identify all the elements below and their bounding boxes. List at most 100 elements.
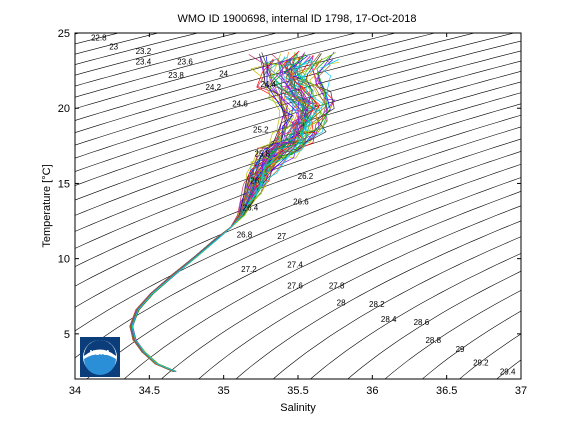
- density-contours: [75, 33, 521, 379]
- density-contour: [160, 191, 521, 379]
- profile-line: [131, 52, 307, 372]
- density-contour: [75, 92, 521, 249]
- density-contour: [75, 33, 160, 55]
- contour-label: 27.8: [329, 282, 345, 291]
- profile-line: [131, 53, 310, 372]
- x-tick-label: 34: [69, 385, 81, 397]
- noaa-logo: NOAA: [80, 337, 120, 377]
- y-axis-ticks: 5 10 15 20 25: [58, 28, 521, 341]
- density-contour: [272, 236, 521, 379]
- contour-label: 23.4: [136, 58, 152, 67]
- profile-line: [130, 61, 290, 372]
- density-contour: [384, 290, 521, 379]
- contour-label: 26.4: [243, 204, 259, 213]
- contour-label: 26.8: [237, 231, 253, 240]
- density-contour: [198, 205, 521, 379]
- profile-line: [130, 59, 296, 372]
- y-tick-label: 25: [58, 28, 70, 40]
- density-contour: [86, 163, 521, 379]
- profile-line: [130, 62, 282, 372]
- contour-label: 23: [109, 43, 118, 52]
- contour-label: 25.8: [255, 149, 271, 158]
- profile-line: [130, 62, 302, 372]
- contour-label: 28.8: [425, 336, 441, 345]
- profile-line: [129, 52, 286, 372]
- y-tick-label: 10: [58, 254, 70, 266]
- profile-line: [130, 62, 292, 372]
- contour-label: 27.4: [287, 261, 303, 270]
- profile-line: [131, 52, 317, 372]
- profile-line: [131, 60, 320, 372]
- svg-text:NOAA: NOAA: [90, 350, 111, 357]
- profile-line: [130, 58, 300, 372]
- y-axis-label: Temperature [°C]: [41, 164, 53, 247]
- profile-line: [131, 62, 311, 372]
- contour-label: 26.2: [298, 172, 314, 181]
- profile-lines: [129, 50, 340, 372]
- density-contour: [75, 138, 521, 332]
- density-contour: [421, 310, 521, 379]
- x-tick-label: 35: [218, 385, 230, 397]
- density-contour: [347, 270, 521, 379]
- x-tick-label: 36.5: [436, 385, 457, 397]
- profile-line: [129, 54, 287, 372]
- x-tick-label: 36: [366, 385, 378, 397]
- contour-label: 24.6: [232, 100, 248, 109]
- density-contour: [75, 33, 278, 87]
- density-contour: [75, 33, 199, 65]
- y-tick-label: 20: [58, 103, 70, 115]
- contour-label: 27: [277, 232, 286, 241]
- contour-label: 29.4: [500, 367, 516, 376]
- contour-label: 25.2: [253, 125, 269, 134]
- profile-line: [129, 57, 290, 372]
- contour-label: 28.2: [369, 300, 385, 309]
- y-tick-label: 15: [58, 178, 70, 190]
- profile-line: [130, 58, 307, 372]
- density-contour: [75, 151, 521, 359]
- profile-line: [130, 57, 305, 372]
- density-contour: [310, 253, 521, 379]
- contour-label: 22.8: [91, 34, 107, 43]
- contour-labels: 22.823 23.2 23.4 23.6 23.8 24 24.2 24.4 24.6 25.2…: [91, 34, 516, 377]
- x-tick-label: 35.5: [287, 385, 308, 397]
- contour-label: 28.6: [414, 318, 430, 327]
- density-contour: [235, 220, 521, 379]
- density-contour: [75, 33, 358, 110]
- x-axis-ticks: 34 34.5 35 35.5 36 36.5 37: [69, 33, 527, 397]
- contour-label: 27.2: [241, 265, 257, 274]
- contour-label: 28.4: [381, 315, 397, 324]
- profile-line: [130, 59, 306, 372]
- chart-title: WMO ID 1900698, internal ID 1798, 17-Oct…: [177, 13, 416, 25]
- x-axis-label: Salinity: [280, 402, 316, 414]
- contour-label: 27.6: [287, 282, 303, 291]
- profile-line: [130, 56, 313, 372]
- contour-label: 23.6: [177, 58, 193, 67]
- contour-label: 24: [219, 70, 228, 79]
- density-contour: [75, 126, 521, 308]
- profile-line: [131, 54, 325, 372]
- contour-label: 26.6: [293, 197, 309, 206]
- profile-line: [130, 58, 287, 372]
- density-contour: [75, 114, 521, 287]
- x-tick-label: 34.5: [139, 385, 160, 397]
- contour-label: 29: [456, 345, 465, 354]
- profile-line: [129, 53, 289, 372]
- contour-label: 29.2: [473, 358, 489, 367]
- profile-line: [129, 53, 295, 372]
- density-contour: [75, 33, 476, 146]
- density-contour: [123, 177, 521, 379]
- contour-label: 26: [250, 176, 259, 185]
- contour-label: 23.8: [168, 71, 184, 80]
- density-contour: [75, 103, 521, 267]
- density-contour: [75, 33, 318, 98]
- contour-label: 23.2: [136, 47, 152, 56]
- y-tick-label: 5: [64, 329, 70, 341]
- contour-label: 28: [337, 298, 346, 307]
- density-contour: [75, 33, 239, 76]
- profile-line: [129, 54, 288, 372]
- contour-label: 24.2: [205, 83, 221, 92]
- contour-label: 24.4: [260, 80, 276, 89]
- x-tick-label: 37: [515, 385, 527, 397]
